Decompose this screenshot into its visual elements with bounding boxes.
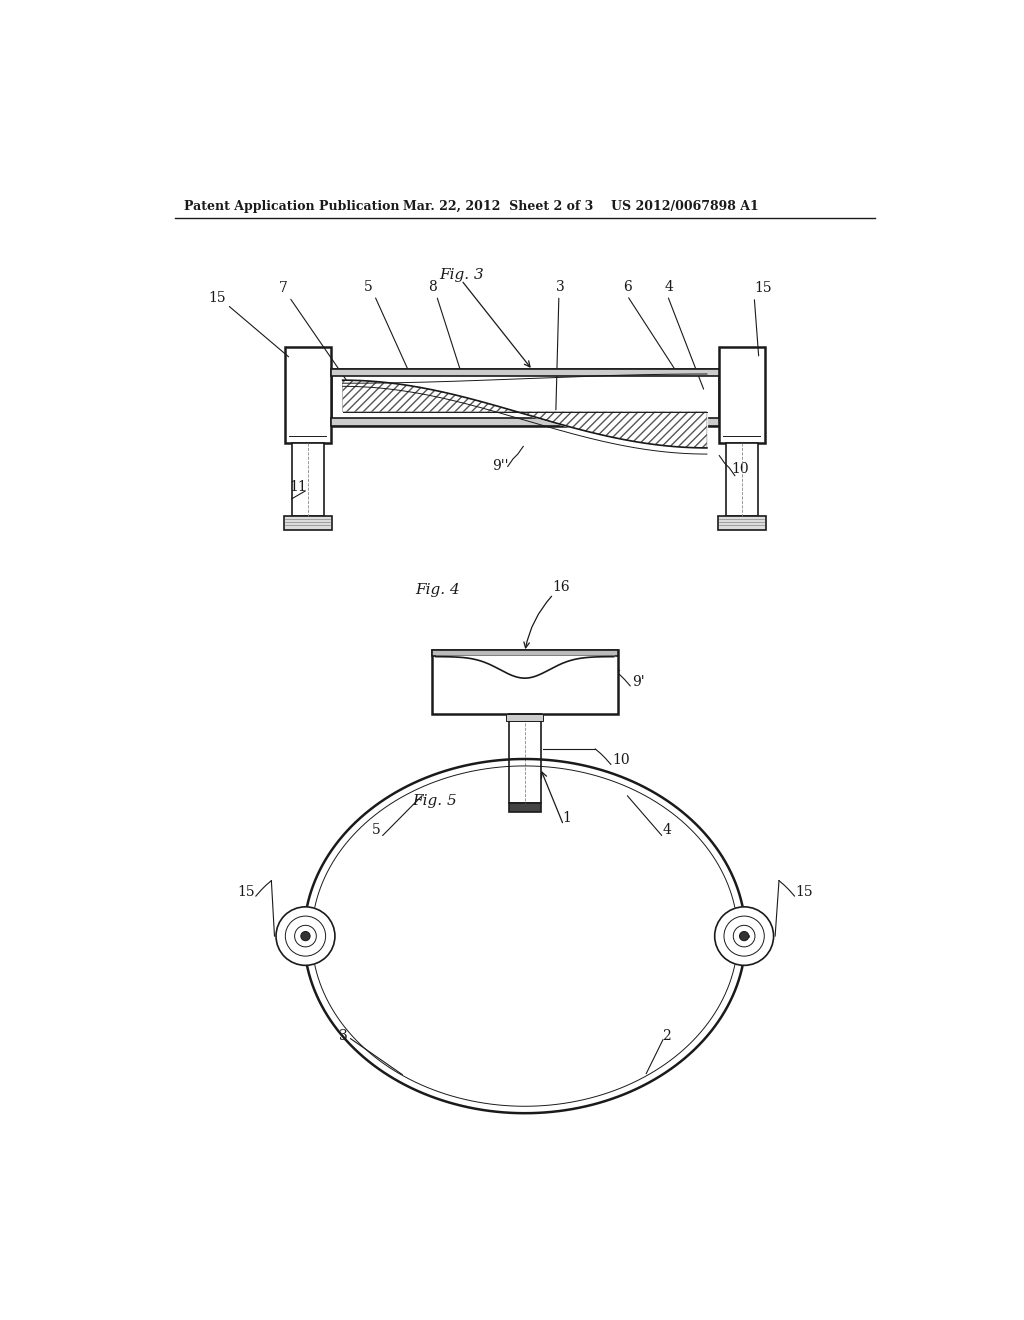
Text: 10: 10	[731, 462, 750, 475]
Text: Mar. 22, 2012  Sheet 2 of 3: Mar. 22, 2012 Sheet 2 of 3	[403, 199, 593, 213]
Bar	[284, 516, 332, 529]
Text: 3: 3	[339, 1030, 348, 1043]
Text: 11: 11	[290, 480, 307, 494]
Bar	[509, 714, 541, 803]
Bar	[331, 368, 719, 425]
Bar	[292, 442, 324, 516]
Text: 10: 10	[612, 754, 630, 767]
Text: 2: 2	[663, 1030, 671, 1043]
Bar	[719, 347, 765, 442]
Text: Fig. 5: Fig. 5	[412, 795, 457, 808]
Text: 6: 6	[624, 280, 632, 294]
Text: 15: 15	[795, 884, 813, 899]
Text: 9': 9'	[632, 675, 644, 689]
Bar	[718, 516, 766, 529]
Bar	[506, 714, 544, 721]
Text: Patent Application Publication: Patent Application Publication	[183, 199, 399, 213]
Text: 5: 5	[372, 824, 380, 837]
Bar	[432, 649, 617, 656]
Text: 5: 5	[364, 280, 373, 294]
Text: 7: 7	[279, 281, 288, 296]
Circle shape	[276, 907, 335, 965]
Circle shape	[739, 932, 749, 941]
Text: 16: 16	[553, 581, 570, 594]
Bar	[509, 803, 541, 812]
Bar	[285, 347, 331, 442]
Text: 3: 3	[556, 280, 565, 294]
Text: 15: 15	[237, 884, 255, 899]
Text: 4: 4	[663, 824, 671, 837]
Circle shape	[301, 932, 310, 941]
Bar	[331, 418, 719, 425]
Bar	[432, 649, 617, 714]
Text: 1: 1	[562, 810, 571, 825]
Text: 15: 15	[208, 290, 226, 305]
Bar	[726, 442, 758, 516]
Text: Fig. 3: Fig. 3	[439, 268, 483, 282]
Text: 4: 4	[665, 280, 674, 294]
Circle shape	[715, 907, 773, 965]
Text: 8: 8	[428, 280, 437, 294]
Text: US 2012/0067898 A1: US 2012/0067898 A1	[611, 199, 759, 213]
Text: 9'': 9''	[492, 459, 508, 474]
Text: Fig. 4: Fig. 4	[416, 582, 461, 597]
Bar	[331, 368, 719, 376]
Text: 15: 15	[755, 281, 772, 296]
